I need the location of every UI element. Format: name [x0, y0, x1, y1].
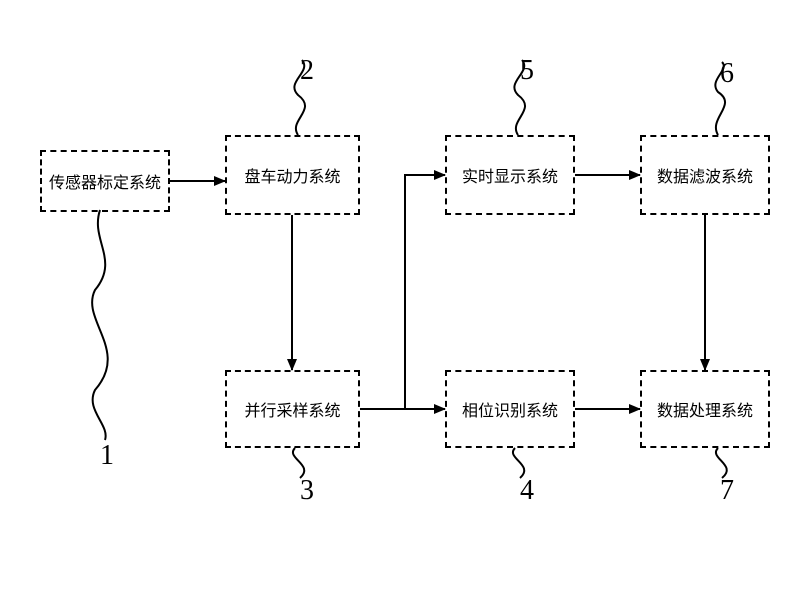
diagram-canvas: 传感器标定系统 盘车动力系统 并行采样系统 相位识别系统 实时显示系统 数据滤波… — [0, 0, 800, 590]
squiggle-s1 — [92, 210, 108, 440]
node-label: 盘车动力系统 — [244, 163, 340, 187]
node-label: 并行采样系统 — [244, 397, 340, 421]
overlay-svg — [0, 0, 800, 590]
ref-label-6: 6 — [720, 58, 734, 90]
node-label: 数据处理系统 — [657, 397, 753, 421]
ref-label-4: 4 — [520, 475, 534, 507]
node-data-processing: 数据处理系统 — [640, 370, 770, 448]
ref-label-3: 3 — [300, 475, 314, 507]
squiggle-s7 — [716, 448, 727, 478]
squiggle-s4 — [513, 448, 524, 478]
node-data-filter: 数据滤波系统 — [640, 135, 770, 215]
node-label: 数据滤波系统 — [657, 163, 753, 187]
node-label: 实时显示系统 — [462, 163, 558, 187]
ref-label-2: 2 — [300, 55, 314, 87]
node-label: 相位识别系统 — [462, 397, 558, 421]
node-sensor-calibration: 传感器标定系统 — [40, 150, 170, 212]
node-realtime-display: 实时显示系统 — [445, 135, 575, 215]
squiggle-s3 — [293, 448, 304, 478]
edge-n3-n5 — [360, 175, 445, 409]
node-turning-power: 盘车动力系统 — [225, 135, 360, 215]
ref-label-5: 5 — [520, 55, 534, 87]
node-label: 传感器标定系统 — [49, 169, 161, 193]
ref-label-1: 1 — [100, 440, 114, 472]
squiggles-group — [92, 60, 727, 478]
node-phase-recognition: 相位识别系统 — [445, 370, 575, 448]
node-parallel-sampling: 并行采样系统 — [225, 370, 360, 448]
ref-label-7: 7 — [720, 475, 734, 507]
